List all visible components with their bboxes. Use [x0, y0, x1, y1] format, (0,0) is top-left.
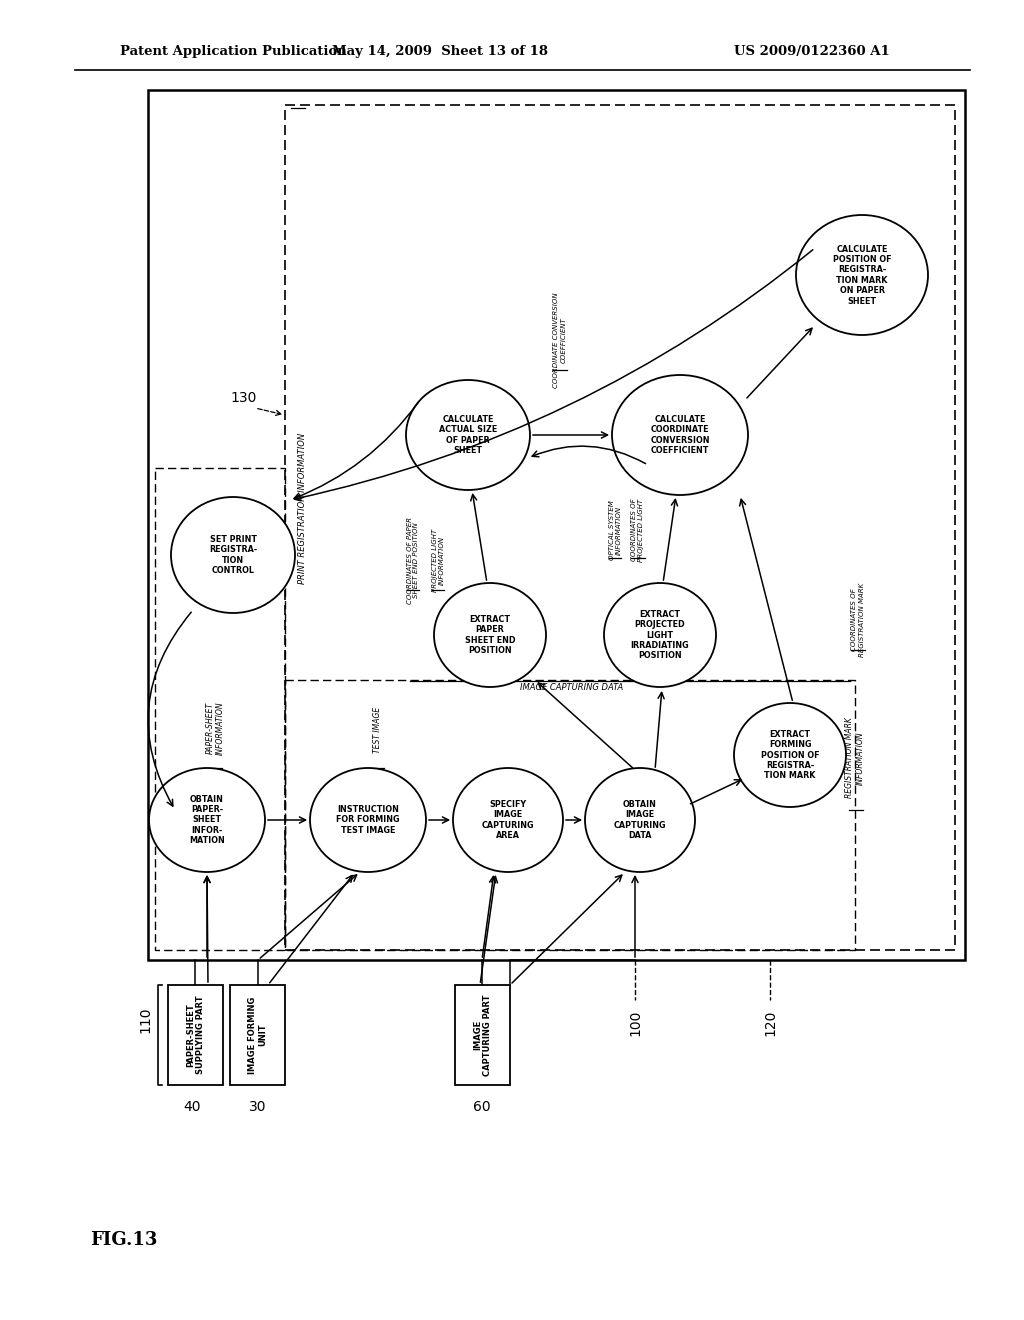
Bar — [148, 90, 965, 960]
Text: CALCULATE
POSITION OF
REGISTRA-
TION MARK
ON PAPER
SHEET: CALCULATE POSITION OF REGISTRA- TION MAR… — [833, 244, 891, 305]
Text: Patent Application Publication: Patent Application Publication — [120, 45, 347, 58]
Text: FIG.13: FIG.13 — [90, 1232, 158, 1249]
Ellipse shape — [585, 768, 695, 873]
Ellipse shape — [734, 704, 846, 807]
Ellipse shape — [604, 583, 716, 686]
Text: IMAGE CAPTURING DATA: IMAGE CAPTURING DATA — [520, 682, 624, 692]
Ellipse shape — [434, 583, 546, 686]
Text: SET PRINT
REGISTRA-
TION
CONTROL: SET PRINT REGISTRA- TION CONTROL — [209, 535, 257, 576]
Text: PAPER-SHEET
INFORMATION: PAPER-SHEET INFORMATION — [205, 701, 224, 755]
Text: 100: 100 — [628, 1010, 642, 1036]
Text: IMAGE
CAPTURING PART: IMAGE CAPTURING PART — [473, 994, 493, 1076]
Text: EXTRACT
PAPER
SHEET END
POSITION: EXTRACT PAPER SHEET END POSITION — [465, 615, 515, 655]
Bar — [285, 106, 955, 950]
Bar — [285, 680, 855, 950]
Text: CALCULATE
ACTUAL SIZE
OF PAPER
SHEET: CALCULATE ACTUAL SIZE OF PAPER SHEET — [439, 414, 497, 455]
Text: OBTAIN
PAPER-
SHEET
INFOR-
MATION: OBTAIN PAPER- SHEET INFOR- MATION — [189, 795, 225, 845]
Text: PRINT REGISTRATION INFORMATION: PRINT REGISTRATION INFORMATION — [298, 433, 307, 583]
Ellipse shape — [453, 768, 563, 873]
Text: 130: 130 — [230, 391, 256, 405]
Bar — [455, 985, 510, 1085]
Ellipse shape — [612, 375, 748, 495]
Ellipse shape — [406, 380, 530, 490]
Text: 60: 60 — [473, 1100, 490, 1114]
Bar — [230, 985, 285, 1085]
Text: COORDINATES OF
REGISTRATION MARK: COORDINATES OF REGISTRATION MARK — [852, 583, 864, 657]
Text: SPECIFY
IMAGE
CAPTURING
AREA: SPECIFY IMAGE CAPTURING AREA — [481, 800, 535, 840]
Text: OPTICAL SYSTEM
INFORMATION: OPTICAL SYSTEM INFORMATION — [608, 500, 622, 560]
Text: CALCULATE
COORDINATE
CONVERSION
COEFFICIENT: CALCULATE COORDINATE CONVERSION COEFFICI… — [650, 414, 710, 455]
Text: 30: 30 — [249, 1100, 266, 1114]
Text: 40: 40 — [183, 1100, 201, 1114]
Text: COORDINATE CONVERSION
COEFFICIENT: COORDINATE CONVERSION COEFFICIENT — [554, 292, 566, 388]
Text: US 2009/0122360 A1: US 2009/0122360 A1 — [734, 45, 890, 58]
Ellipse shape — [171, 498, 295, 612]
Text: IMAGE FORMING
UNIT: IMAGE FORMING UNIT — [248, 997, 267, 1073]
Ellipse shape — [150, 768, 265, 873]
Text: PROJECTED LIGHT
INFORMATION: PROJECTED LIGHT INFORMATION — [431, 528, 444, 591]
Text: May 14, 2009  Sheet 13 of 18: May 14, 2009 Sheet 13 of 18 — [332, 45, 548, 58]
Text: PAPER-SHEET
SUPPLYING PART: PAPER-SHEET SUPPLYING PART — [185, 995, 205, 1074]
Text: EXTRACT
FORMING
POSITION OF
REGISTRA-
TION MARK: EXTRACT FORMING POSITION OF REGISTRA- TI… — [761, 730, 819, 780]
Text: 120: 120 — [763, 1010, 777, 1036]
Text: REGISTRATION MARK
INFORMATION: REGISTRATION MARK INFORMATION — [845, 718, 864, 799]
Text: INSTRUCTION
FOR FORMING
TEST IMAGE: INSTRUCTION FOR FORMING TEST IMAGE — [336, 805, 399, 836]
Text: TEST IMAGE: TEST IMAGE — [374, 708, 383, 754]
Text: EXTRACT
PROJECTED
LIGHT
IRRADIATING
POSITION: EXTRACT PROJECTED LIGHT IRRADIATING POSI… — [631, 610, 689, 660]
Text: OBTAIN
IMAGE
CAPTURING
DATA: OBTAIN IMAGE CAPTURING DATA — [613, 800, 667, 840]
Text: COORDINATES OF
PROJECTED LIGHT: COORDINATES OF PROJECTED LIGHT — [632, 499, 644, 561]
Text: 110: 110 — [138, 1007, 152, 1034]
Text: COORDINATES OF PAPER
SHEET END POSITION: COORDINATES OF PAPER SHEET END POSITION — [407, 516, 420, 603]
Bar — [168, 985, 223, 1085]
Ellipse shape — [310, 768, 426, 873]
Ellipse shape — [796, 215, 928, 335]
Bar — [155, 469, 285, 950]
